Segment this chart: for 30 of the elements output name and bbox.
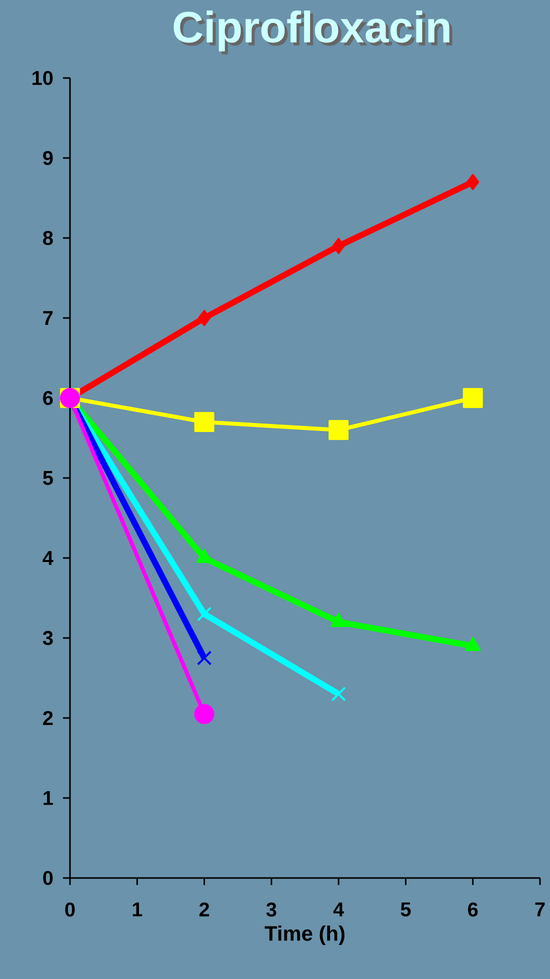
x-tick-label: 0 (65, 902, 75, 917)
y-tick-label: 1 (44, 791, 53, 805)
point (198, 310, 211, 326)
point (194, 412, 214, 432)
x-tick-label: 6 (468, 902, 478, 917)
point (196, 650, 212, 666)
y-tick-label: 7 (43, 311, 53, 325)
y-tick-label: 3 (42, 630, 53, 646)
point (331, 686, 346, 702)
x-tick-label: 1 (132, 902, 142, 916)
point (462, 388, 483, 408)
x-tick-label: 4 (333, 902, 344, 916)
x-tick-label: 5 (400, 902, 411, 916)
point (466, 174, 480, 190)
point (332, 238, 345, 254)
y-tick-label: 4 (42, 551, 54, 565)
y-tick-label: 9 (43, 150, 53, 166)
point (328, 420, 349, 440)
point (194, 704, 214, 724)
y-tick-label: 2 (43, 711, 53, 725)
x-tick-label: 2 (199, 902, 210, 916)
point (196, 606, 212, 622)
x-tick-label: 7 (535, 902, 545, 916)
y-tick-label: 5 (43, 471, 53, 485)
y-tick-label: 8 (43, 230, 53, 246)
y-tick-label: 6 (43, 390, 53, 406)
x-tick-label: 3 (266, 902, 276, 917)
y-tick-label: 0 (43, 870, 53, 886)
y-tick-label: 10 (32, 70, 53, 86)
x-axis-title: Time (h) (264, 926, 344, 945)
